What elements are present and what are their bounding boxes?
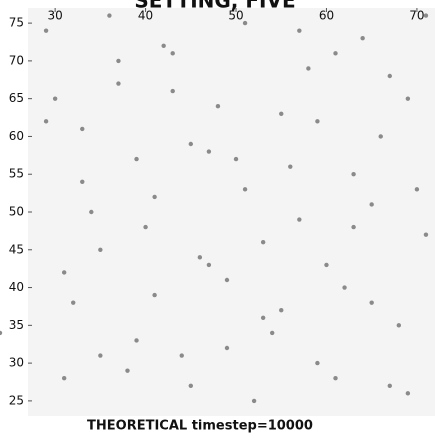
point [179,353,184,358]
point [387,383,392,388]
point [242,187,248,192]
point [414,187,420,192]
point [143,224,148,230]
y-tick-label: 75 [9,16,24,30]
point [134,156,139,162]
point [306,66,311,71]
x-axis-label: THEORETICAL timestep=10000 [87,419,313,434]
point [161,43,166,48]
point [206,262,212,268]
point [288,164,293,169]
x-tick-label: 70 [409,9,424,23]
x-tick-label: 40 [138,9,153,23]
point [61,376,67,381]
point [98,353,103,358]
point [351,172,356,177]
point [152,292,157,298]
point [333,51,338,56]
point [224,345,230,351]
point [188,383,193,388]
point [98,247,103,252]
y-tick-label: 55 [9,167,24,181]
point [324,262,329,268]
point [351,224,356,230]
point [0,330,3,336]
point [242,20,248,26]
point [134,338,139,343]
y-tick-label: 25 [9,393,24,407]
point [188,141,193,147]
point [224,277,230,283]
point [71,300,76,305]
point [152,194,157,200]
plot-area [28,8,435,416]
point [197,255,203,260]
y-tick-label: 50 [9,205,24,219]
point [279,111,284,116]
point [423,232,429,237]
point [360,36,365,41]
point [89,209,94,215]
x-tick-label: 50 [228,9,243,23]
point [297,217,302,222]
x-tick-label: 30 [47,9,62,23]
point [43,28,49,33]
point [260,315,266,320]
point [378,134,383,139]
point [405,391,411,396]
point [396,323,402,328]
point [170,51,175,56]
point [279,308,284,313]
y-tick-label: 60 [9,129,24,143]
point [61,270,67,275]
point [233,156,239,162]
point [342,285,347,290]
point [52,96,58,101]
point [387,73,392,79]
x-tick-label: 60 [319,9,334,23]
point [43,119,49,124]
point [251,398,257,404]
point [206,149,212,154]
point [80,126,85,132]
point [215,104,221,109]
y-tick-label: 45 [9,242,24,256]
y-tick-label: 30 [9,356,24,370]
point [170,88,175,94]
y-tick-label: 65 [9,91,24,105]
point [315,360,320,366]
point [333,376,338,381]
point [116,58,121,64]
point [270,330,275,336]
point [369,300,374,305]
y-tick-label: 70 [9,53,24,67]
chart-title: SETTING, FIVE [134,0,295,13]
point [125,368,130,373]
point [369,202,374,207]
point [107,13,112,18]
point [116,81,121,86]
point [297,28,302,33]
y-tick-label: 40 [9,280,24,294]
point [80,179,85,184]
point [315,119,320,124]
point [405,96,411,101]
y-tick-label: 35 [9,318,24,332]
point [423,13,429,18]
point [260,240,266,245]
